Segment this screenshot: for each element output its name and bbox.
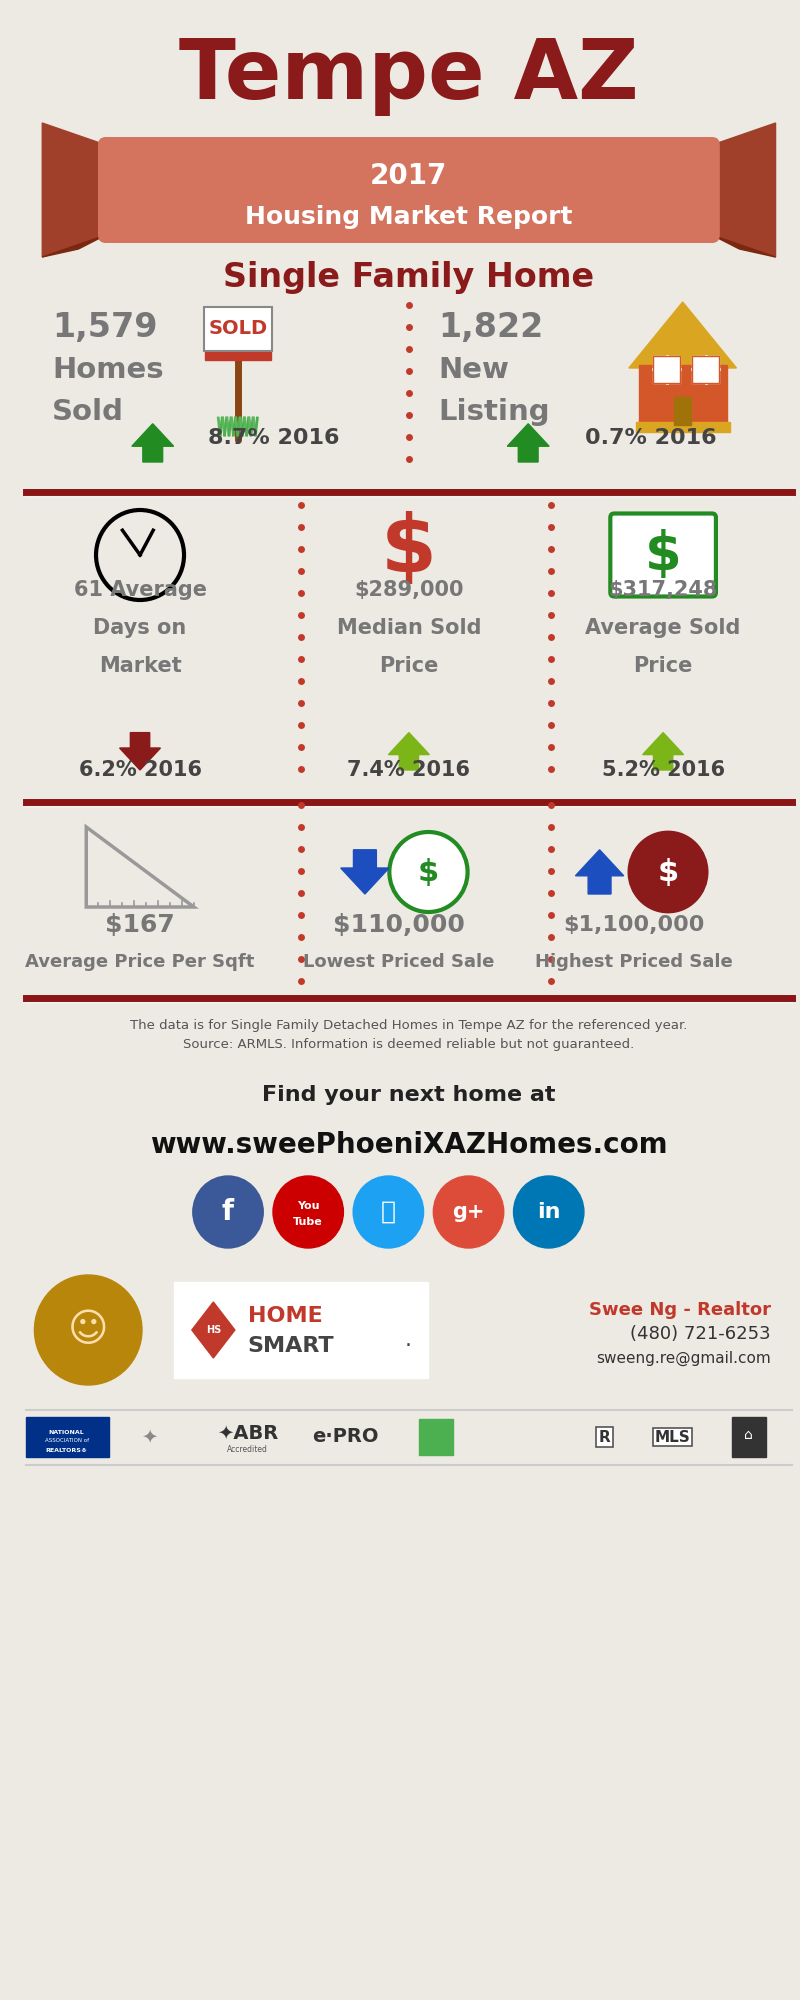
Text: $110,000: $110,000 xyxy=(333,912,465,936)
Bar xyxy=(418,1420,453,1454)
Text: ⌂: ⌂ xyxy=(744,1428,753,1442)
Text: 7.4% 2016: 7.4% 2016 xyxy=(347,760,470,780)
Text: Tube: Tube xyxy=(294,1216,323,1226)
Text: Find your next home at: Find your next home at xyxy=(262,1084,556,1104)
Text: Highest Priced Sale: Highest Priced Sale xyxy=(535,954,733,972)
Text: SMART: SMART xyxy=(247,1336,334,1356)
FancyArrow shape xyxy=(642,732,683,770)
Text: Price: Price xyxy=(379,656,438,676)
Bar xyxy=(654,356,680,382)
Circle shape xyxy=(434,1176,504,1248)
Polygon shape xyxy=(192,1302,235,1358)
Text: R: R xyxy=(598,1430,610,1444)
Text: Tempe AZ: Tempe AZ xyxy=(179,34,638,116)
Text: $167: $167 xyxy=(105,912,175,936)
Text: e·PRO: e·PRO xyxy=(312,1428,378,1446)
FancyArrow shape xyxy=(507,424,549,462)
Text: New: New xyxy=(438,356,509,384)
Text: Market: Market xyxy=(98,656,182,676)
Circle shape xyxy=(34,1276,142,1384)
Bar xyxy=(674,396,691,426)
Text: 5.2% 2016: 5.2% 2016 xyxy=(602,760,725,780)
Text: (480) 721-6253: (480) 721-6253 xyxy=(630,1324,770,1344)
FancyArrow shape xyxy=(132,424,174,462)
Text: Single Family Home: Single Family Home xyxy=(223,262,594,294)
FancyArrow shape xyxy=(575,850,624,894)
Bar xyxy=(174,1282,429,1378)
Text: $: $ xyxy=(658,858,678,886)
Text: ·: · xyxy=(405,1336,412,1356)
Bar xyxy=(636,422,730,432)
Text: Accredited: Accredited xyxy=(227,1446,268,1454)
Polygon shape xyxy=(42,234,106,256)
Circle shape xyxy=(273,1176,343,1248)
Text: $289,000: $289,000 xyxy=(354,580,464,600)
Bar xyxy=(26,1416,109,1456)
Bar xyxy=(654,356,680,382)
Text: NATIONAL: NATIONAL xyxy=(49,1430,85,1434)
Bar xyxy=(693,356,719,382)
Text: You: You xyxy=(297,1200,319,1210)
Polygon shape xyxy=(629,302,737,368)
Bar xyxy=(638,364,726,426)
Text: $317,248: $317,248 xyxy=(609,580,718,600)
Text: ✦: ✦ xyxy=(142,1428,158,1446)
Text: HS: HS xyxy=(206,1324,221,1336)
Text: The data is for Single Family Detached Homes in Tempe AZ for the referenced year: The data is for Single Family Detached H… xyxy=(130,1020,687,1052)
Text: Swee Ng - Realtor: Swee Ng - Realtor xyxy=(589,1300,770,1320)
Text: Price: Price xyxy=(634,656,693,676)
Text: HOME: HOME xyxy=(247,1306,322,1326)
Circle shape xyxy=(629,832,707,912)
Bar xyxy=(693,356,719,382)
Text: $1,100,000: $1,100,000 xyxy=(563,916,705,936)
Text: $: $ xyxy=(381,510,437,588)
Circle shape xyxy=(390,832,467,912)
Polygon shape xyxy=(712,124,775,256)
Text: MLS: MLS xyxy=(655,1430,690,1444)
Text: $: $ xyxy=(418,858,439,886)
Text: 6.2% 2016: 6.2% 2016 xyxy=(78,760,202,780)
Text: REALTORS®: REALTORS® xyxy=(46,1448,88,1452)
Text: Median Sold: Median Sold xyxy=(337,618,481,638)
Text: Average Price Per Sqft: Average Price Per Sqft xyxy=(26,954,254,972)
Circle shape xyxy=(353,1176,423,1248)
Text: ☺: ☺ xyxy=(68,1312,109,1348)
Text: SOLD: SOLD xyxy=(208,320,267,338)
Circle shape xyxy=(193,1176,263,1248)
Circle shape xyxy=(514,1176,584,1248)
Bar xyxy=(205,350,271,360)
Text: 0.7% 2016: 0.7% 2016 xyxy=(585,428,717,448)
Text: Days on: Days on xyxy=(94,618,186,638)
Text: Lowest Priced Sale: Lowest Priced Sale xyxy=(303,954,495,972)
FancyBboxPatch shape xyxy=(203,306,272,350)
Text: 2017: 2017 xyxy=(370,162,447,190)
Text: 1,822: 1,822 xyxy=(438,312,543,344)
Text: g+: g+ xyxy=(452,1202,485,1222)
Text: 8.7% 2016: 8.7% 2016 xyxy=(209,428,340,448)
Text: ASSOCIATION of: ASSOCIATION of xyxy=(45,1438,89,1444)
FancyArrow shape xyxy=(341,850,389,894)
Text: Homes: Homes xyxy=(52,356,164,384)
FancyArrow shape xyxy=(119,732,161,770)
Polygon shape xyxy=(712,234,775,256)
Text: Sold: Sold xyxy=(52,398,124,426)
FancyBboxPatch shape xyxy=(98,136,720,242)
FancyBboxPatch shape xyxy=(610,514,716,596)
Text: Housing Market Report: Housing Market Report xyxy=(245,206,573,230)
Text: ✦ABR: ✦ABR xyxy=(217,1424,278,1442)
Text: Average Sold: Average Sold xyxy=(586,618,741,638)
Text: 61 Average: 61 Average xyxy=(74,580,206,600)
FancyArrow shape xyxy=(389,732,430,770)
Text: in: in xyxy=(537,1202,561,1222)
Text: $: $ xyxy=(645,528,682,580)
Text: f: f xyxy=(222,1198,234,1226)
Text: Listing: Listing xyxy=(438,398,550,426)
Text: sweeng.re@gmail.com: sweeng.re@gmail.com xyxy=(596,1350,770,1366)
Bar xyxy=(731,1416,766,1456)
Polygon shape xyxy=(42,124,106,256)
Text: www.sweePhoeniXAZHomes.com: www.sweePhoeniXAZHomes.com xyxy=(150,1130,668,1158)
Text: 🐦: 🐦 xyxy=(381,1200,396,1224)
Text: 1,579: 1,579 xyxy=(52,312,158,344)
